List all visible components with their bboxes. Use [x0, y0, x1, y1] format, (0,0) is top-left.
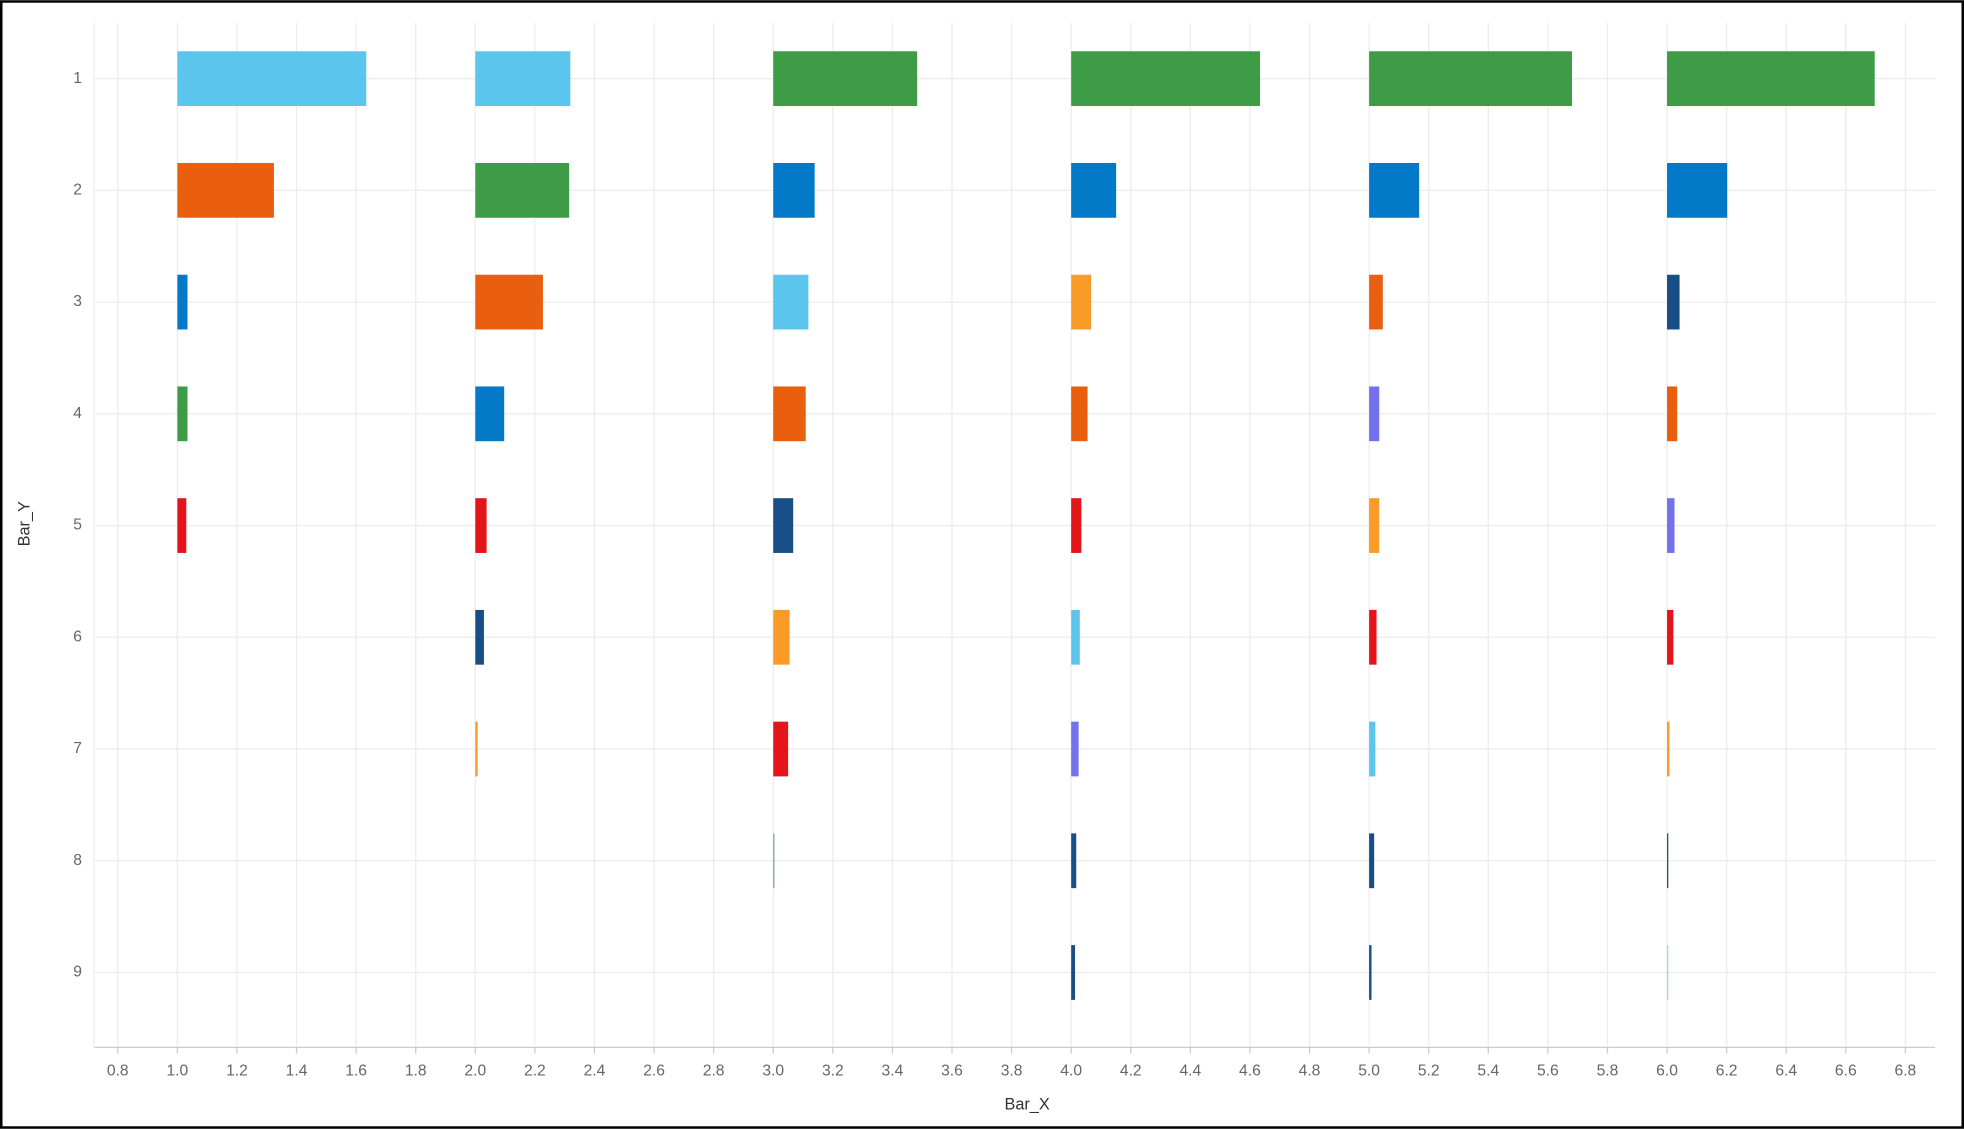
x-tick-label: 2.2	[524, 1062, 546, 1079]
x-tick-label: 4.8	[1299, 1062, 1321, 1079]
bar	[773, 51, 918, 107]
bar	[773, 498, 794, 553]
x-tick-label: 3.4	[882, 1062, 904, 1079]
bar	[1071, 274, 1092, 330]
bar	[773, 721, 789, 777]
x-tick-label: 4.0	[1060, 1062, 1082, 1079]
x-axis-title: Bar_X	[1004, 1095, 1049, 1113]
y-tick-label: 5	[73, 517, 82, 534]
bar	[475, 721, 478, 777]
bar	[1667, 51, 1875, 107]
bar	[475, 498, 487, 553]
bar	[1667, 833, 1669, 889]
x-tick-label: 1.2	[226, 1062, 248, 1079]
x-tick-label: 5.2	[1418, 1062, 1440, 1079]
bar	[1369, 945, 1372, 1000]
bar	[475, 609, 484, 665]
bar	[773, 386, 806, 442]
bar	[1071, 498, 1082, 553]
bar	[1369, 833, 1375, 889]
bar	[1667, 386, 1678, 442]
x-tick-label: 3.0	[762, 1062, 784, 1079]
bar	[1667, 274, 1680, 330]
bar	[475, 162, 570, 218]
x-tick-label: 6.0	[1656, 1062, 1678, 1079]
bar	[1071, 386, 1088, 442]
bar	[177, 498, 187, 553]
x-tick-label: 2.8	[703, 1062, 725, 1079]
y-axis-title: Bar_Y	[15, 501, 33, 546]
y-tick-label: 1	[73, 70, 82, 87]
x-tick-label: 6.6	[1835, 1062, 1857, 1079]
bar	[1667, 721, 1670, 777]
x-tick-label: 1.8	[405, 1062, 427, 1079]
bar	[1369, 721, 1376, 777]
y-tick-label: 7	[73, 740, 82, 757]
bar	[1071, 945, 1076, 1000]
bar	[1667, 498, 1675, 553]
bar	[773, 833, 775, 889]
x-tick-label: 6.8	[1895, 1062, 1917, 1079]
x-tick-label: 6.2	[1716, 1062, 1738, 1079]
x-tick-label: 0.8	[107, 1062, 129, 1079]
bar	[773, 609, 790, 665]
bar	[1369, 51, 1573, 107]
bar	[1369, 498, 1380, 553]
y-tick-label: 4	[73, 405, 82, 422]
bar	[475, 274, 543, 330]
x-tick-label: 2.0	[464, 1062, 486, 1079]
x-tick-label: 3.8	[1001, 1062, 1023, 1079]
y-tick-label: 9	[73, 964, 82, 981]
bar	[773, 274, 809, 330]
x-tick-label: 4.6	[1239, 1062, 1261, 1079]
bar	[177, 386, 188, 442]
bar	[1667, 609, 1674, 665]
x-tick-label: 1.4	[286, 1062, 308, 1079]
bar	[475, 51, 571, 107]
x-tick-label: 5.8	[1597, 1062, 1619, 1079]
bar	[1369, 609, 1377, 665]
x-tick-label: 5.6	[1537, 1062, 1559, 1079]
x-tick-label: 5.0	[1358, 1062, 1380, 1079]
bar	[1369, 274, 1383, 330]
bar	[177, 51, 367, 107]
y-tick-label: 3	[73, 293, 82, 310]
y-tick-label: 6	[73, 628, 82, 645]
bar	[1071, 609, 1080, 665]
bar	[1667, 162, 1728, 218]
bar	[1071, 833, 1077, 889]
bar	[177, 162, 274, 218]
x-tick-label: 4.2	[1120, 1062, 1142, 1079]
bar	[1071, 162, 1117, 218]
x-tick-label: 2.4	[584, 1062, 606, 1079]
bar	[1071, 51, 1261, 107]
x-tick-label: 6.4	[1775, 1062, 1797, 1079]
x-tick-label: 5.4	[1477, 1062, 1499, 1079]
x-tick-label: 3.2	[822, 1062, 844, 1079]
x-tick-label: 1.0	[166, 1062, 188, 1079]
bar	[1667, 945, 1669, 1000]
bar	[1369, 386, 1380, 442]
x-tick-label: 2.6	[643, 1062, 665, 1079]
bar	[773, 162, 815, 218]
x-tick-label: 3.6	[941, 1062, 963, 1079]
y-tick-label: 8	[73, 852, 82, 869]
bar	[1071, 721, 1079, 777]
y-tick-label: 2	[73, 182, 82, 199]
x-tick-label: 1.6	[345, 1062, 367, 1079]
x-tick-label: 4.4	[1179, 1062, 1201, 1079]
bar	[177, 274, 188, 330]
bar	[475, 386, 505, 442]
bar	[1369, 162, 1420, 218]
